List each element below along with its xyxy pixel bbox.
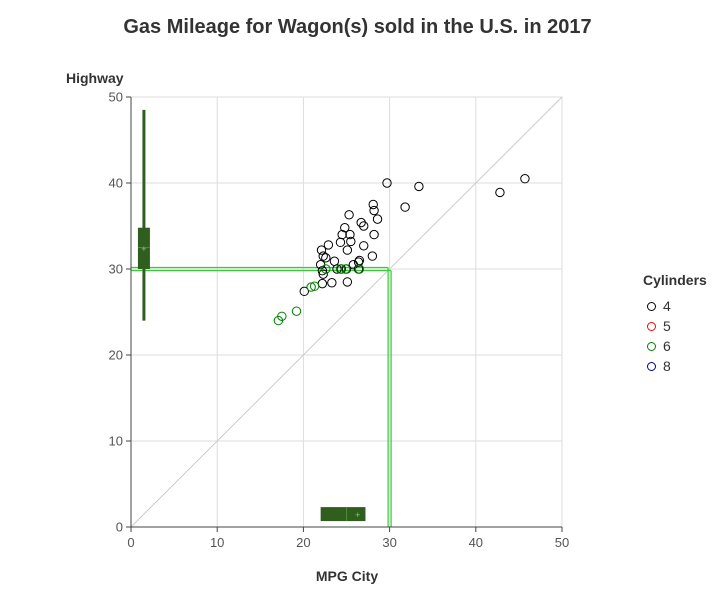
data-point-cyl-4 <box>318 251 328 261</box>
city-box-mean-marker: + <box>355 510 360 520</box>
chart-title: Gas Mileage for Wagon(s) sold in the U.S… <box>123 16 592 38</box>
legend-title: Cylinders <box>643 272 707 288</box>
data-point-cyl-4 <box>299 286 309 297</box>
legend-item-cyl-6: 6 <box>643 336 707 356</box>
data-points <box>273 174 530 326</box>
data-point-cyl-4 <box>359 241 369 251</box>
data-point-cyl-4 <box>340 223 350 233</box>
x-tick-label: 20 <box>296 535 310 550</box>
data-point-cyl-4 <box>367 251 378 261</box>
legend-marker-icon <box>647 301 656 311</box>
data-point-cyl-4 <box>495 187 505 198</box>
legend: Cylinders 4 5 6 8 <box>643 272 707 376</box>
x-tick-label: 50 <box>555 535 569 550</box>
data-point-cyl-4 <box>344 210 354 220</box>
data-point-cyl-4 <box>372 214 383 224</box>
legend-item-cyl-4: 4 <box>643 296 707 316</box>
data-point-cyl-4 <box>368 199 378 210</box>
data-point-cyl-4 <box>353 257 364 267</box>
data-point-cyl-4 <box>400 202 410 212</box>
data-point-cyl-4 <box>382 178 392 188</box>
legend-marker-icon <box>647 321 656 331</box>
data-point-cyl-4 <box>318 269 328 279</box>
y-tick-label: 10 <box>109 434 123 449</box>
data-point-cyl-6 <box>291 306 302 316</box>
data-point-cyl-6 <box>340 264 351 274</box>
data-point-cyl-4 <box>356 217 366 228</box>
legend-item-label: 8 <box>663 358 671 374</box>
legend-item-label: 6 <box>663 338 671 354</box>
x-axis-title: MPG City <box>315 568 379 584</box>
x-tick-label: 30 <box>382 535 396 550</box>
data-point-cyl-6 <box>309 281 320 291</box>
legend-marker-icon <box>647 361 656 371</box>
y-tick-label: 50 <box>109 90 123 105</box>
legend-item-label: 5 <box>663 318 671 334</box>
data-point-cyl-4 <box>335 237 346 248</box>
data-point-cyl-6 <box>321 264 331 274</box>
data-point-cyl-4 <box>327 278 337 288</box>
data-point-cyl-6 <box>335 264 346 274</box>
data-point-cyl-4 <box>359 221 369 231</box>
data-point-cyl-4 <box>323 240 334 250</box>
legend-item-cyl-8: 8 <box>643 356 707 376</box>
y-axis-title: Highway <box>66 70 124 86</box>
data-point-cyl-4 <box>369 205 379 216</box>
data-point-cyl-4 <box>369 229 379 240</box>
y-tick-label: 0 <box>116 520 123 535</box>
box-plots: ++ <box>137 109 366 522</box>
data-point-cyl-6 <box>277 311 287 321</box>
data-point-cyl-6 <box>354 264 365 274</box>
y-tick-label: 20 <box>109 348 123 363</box>
data-point-cyl-4 <box>345 229 355 240</box>
legend-item-label: 4 <box>663 298 671 314</box>
legend-items: 4 5 6 8 <box>643 296 707 376</box>
diagonal-reference-line <box>130 96 563 528</box>
grid-layer <box>130 96 563 528</box>
data-point-cyl-6 <box>306 282 316 292</box>
y-tick-label: 40 <box>109 176 123 191</box>
axes: 0 10 20 30 40 50 0 10 20 30 40 50 <box>109 90 570 551</box>
data-point-cyl-4 <box>414 181 424 192</box>
legend-item-cyl-5: 5 <box>643 316 707 336</box>
data-point-cyl-4 <box>329 256 340 266</box>
data-point-cyl-4 <box>342 277 353 287</box>
y-tick-label: 30 <box>109 262 123 277</box>
data-point-cyl-4 <box>321 253 331 263</box>
data-point-cyl-4 <box>346 236 356 247</box>
x-tick-label: 10 <box>210 535 224 550</box>
x-tick-label: 0 <box>127 535 134 550</box>
data-point-cyl-4 <box>342 245 353 255</box>
data-point-cyl-4 <box>520 174 530 184</box>
highway-box-mean-marker: + <box>141 244 146 254</box>
highway-box <box>137 227 150 269</box>
x-tick-label: 40 <box>469 535 483 550</box>
data-point-cyl-4 <box>316 245 327 255</box>
legend-marker-icon <box>647 341 656 351</box>
city-box <box>320 507 366 522</box>
